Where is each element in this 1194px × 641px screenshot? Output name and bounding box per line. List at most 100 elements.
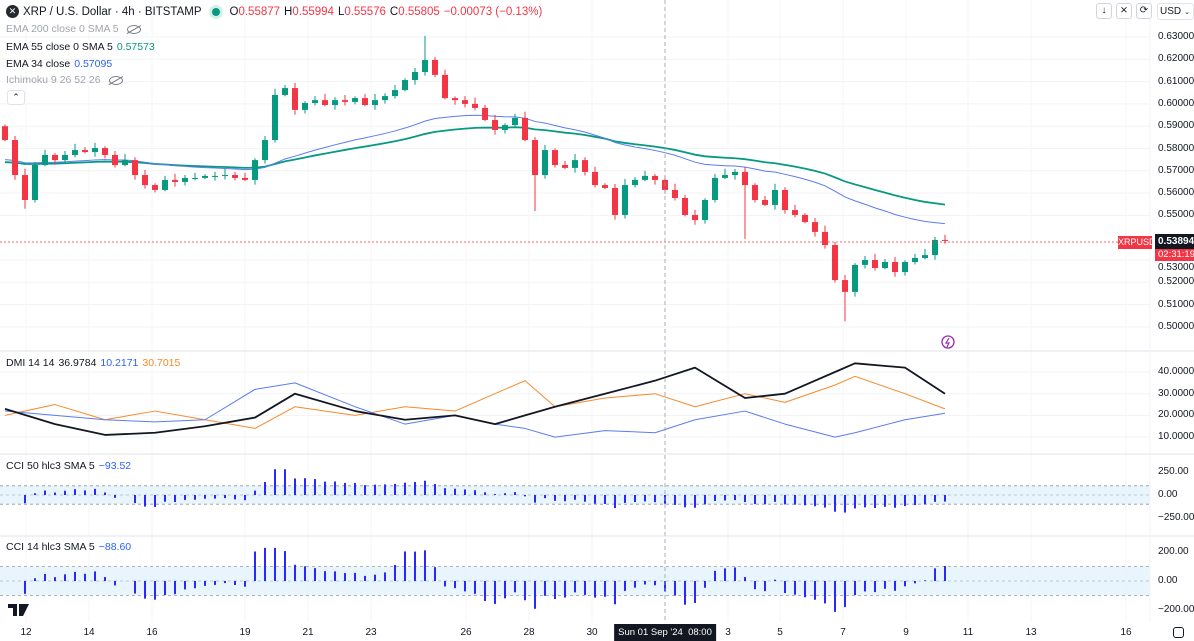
candle-body: [902, 262, 908, 273]
candle-body: [582, 160, 588, 172]
candle-body: [822, 231, 828, 246]
candle-body: [442, 74, 448, 99]
ohlc-change: −0.00073 (−0.13%): [443, 5, 543, 18]
price-tick: 0.52000: [1158, 276, 1194, 288]
symbol-price-tag: XRPUSD: [1118, 236, 1156, 249]
price-tick: 0.61000: [1158, 75, 1194, 87]
candle-body: [22, 175, 28, 201]
legend-ichimoku[interactable]: Ichimoku 9 26 52 26: [6, 74, 123, 86]
candle-body: [512, 117, 518, 126]
currency-select[interactable]: USD ⌄: [1157, 3, 1194, 20]
candle-body: [572, 160, 578, 168]
price-tick: 0.59000: [1158, 120, 1194, 132]
ema34-line: [4, 114, 946, 225]
candle-body: [692, 214, 698, 221]
candle-body: [422, 59, 428, 73]
candle-body: [92, 148, 98, 153]
ema34-value: 0.57095: [74, 58, 113, 70]
legend-ema34[interactable]: EMA 34 close 0.57095: [6, 58, 112, 70]
candle-body: [502, 125, 508, 130]
candle-body: [472, 103, 478, 108]
cci14-tick: 200.00: [1158, 546, 1189, 558]
ohlc-high: H0.55994: [284, 5, 334, 18]
cci50-label: CCI 50 hlc3 SMA 5: [6, 460, 95, 472]
symbol-title[interactable]: XRP / U.S. Dollar · 4h · BITSTAMP: [23, 5, 202, 18]
legend-cci14[interactable]: CCI 14 hlc3 SMA 5 −88.60: [6, 541, 131, 553]
time-tick: 13: [1025, 627, 1037, 638]
ohlc-close: C0.55805: [389, 5, 440, 18]
grid: [0, 36, 1150, 438]
hidden-eye-icon[interactable]: [108, 75, 123, 85]
candle-body: [32, 165, 38, 201]
candle-body: [262, 140, 268, 161]
time-tick: 11: [962, 627, 974, 638]
cci14-label: CCI 14 hlc3 SMA 5: [6, 541, 95, 553]
settings-gear-icon[interactable]: [1173, 627, 1184, 638]
candle-body: [222, 175, 228, 177]
symbol-legend: ✕ XRP / U.S. Dollar · 4h · BITSTAMP O0.5…: [6, 5, 542, 18]
tradingview-logo[interactable]: [8, 604, 29, 616]
candle-body: [842, 280, 848, 292]
scroll-down-button[interactable]: ↓: [1096, 3, 1112, 19]
candle-body: [622, 185, 628, 215]
adx-line: [4, 362, 946, 436]
candle-body: [932, 239, 938, 256]
cci50-value: −93.52: [98, 460, 132, 472]
reset-scale-button[interactable]: ⟳: [1136, 3, 1152, 19]
time-tick: 14: [83, 627, 95, 638]
price-tick: 0.50000: [1158, 320, 1194, 332]
candle-body: [792, 210, 798, 215]
ema55-label: EMA 55 close 0 SMA 5: [6, 41, 113, 53]
candle-body: [762, 200, 768, 205]
candle-body: [492, 119, 498, 130]
candle-body: [682, 198, 688, 215]
currency-value: USD: [1160, 6, 1182, 17]
candle-body: [522, 117, 528, 141]
candle-body: [352, 98, 358, 102]
candle-body: [212, 175, 218, 177]
candle-body: [62, 154, 68, 161]
time-tick: 5: [777, 627, 783, 638]
candle-body: [242, 177, 248, 180]
time-tick: 28: [523, 627, 535, 638]
time-tick: 26: [460, 627, 472, 638]
candle-body: [162, 179, 168, 190]
candle-body: [832, 245, 838, 281]
candle-body: [122, 160, 128, 166]
price-tick: 0.62000: [1158, 53, 1194, 65]
candle-body: [452, 98, 458, 101]
hidden-eye-icon[interactable]: [126, 24, 141, 34]
candle-body: [532, 140, 538, 176]
candle-body: [132, 160, 138, 176]
market-status-icon: [211, 7, 220, 16]
lightning-event-icon[interactable]: [941, 335, 955, 349]
legend-ema55[interactable]: EMA 55 close 0 SMA 5 0.57573: [6, 41, 155, 53]
candle-body: [702, 200, 708, 221]
legend-ema200[interactable]: EMA 200 close 0 SMA 5: [6, 23, 141, 35]
candle-body: [292, 88, 298, 110]
candle-body: [12, 140, 18, 176]
collapse-legend-button[interactable]: ⌃: [7, 90, 25, 105]
cci14-value: −88.60: [98, 541, 132, 553]
candle-body: [232, 175, 238, 178]
candle-body: [612, 187, 618, 215]
ema-lines: [4, 114, 946, 225]
legend-dmi[interactable]: DMI 14 14 36.9784 10.2171 30.7015: [6, 357, 180, 369]
loop-icon: ⟳: [1139, 5, 1149, 16]
candle-body: [382, 96, 388, 101]
cci50-tick: 0.00: [1158, 489, 1178, 500]
arrow-down-icon: ↓: [1101, 5, 1107, 16]
dmi-tick: 30.0000: [1158, 387, 1194, 399]
collapse-button[interactable]: ⨯: [1116, 3, 1132, 19]
candle-body: [392, 90, 398, 97]
candle-body: [182, 177, 188, 182]
last-price-label: 0.53894: [1155, 234, 1194, 249]
candles: [2, 35, 948, 322]
ohlc-open: O0.55877: [229, 5, 281, 18]
candle-body: [432, 59, 438, 75]
candle-body: [912, 257, 918, 263]
legend-cci50[interactable]: CCI 50 hlc3 SMA 5 −93.52: [6, 460, 131, 472]
dmi-tick: 40.0000: [1158, 366, 1194, 377]
candle-body: [362, 98, 368, 106]
